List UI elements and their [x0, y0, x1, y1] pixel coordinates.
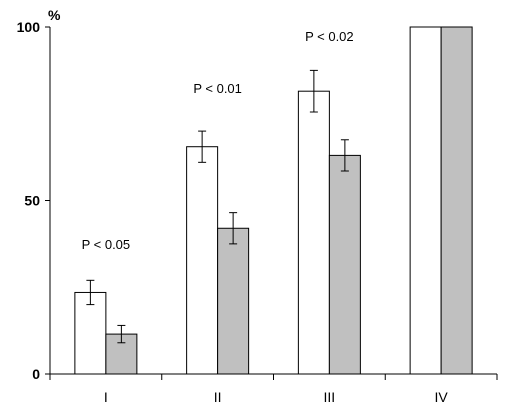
- x-tick-label: IV: [435, 389, 449, 405]
- p-value-annotation: P < 0.05: [82, 237, 131, 252]
- y-tick-label: 50: [24, 193, 40, 209]
- bar-series-2-I: [105, 333, 138, 375]
- y-tick-label: 100: [17, 19, 41, 35]
- p-value-annotation: P < 0.02: [305, 29, 354, 44]
- p-value-annotation: P < 0.01: [193, 81, 242, 96]
- bar-series-2-III: [328, 154, 361, 375]
- x-tick-label: II: [214, 389, 222, 405]
- bar-series-1-II: [186, 146, 219, 375]
- y-axis-unit-label: %: [48, 7, 61, 23]
- x-tick-label: I: [104, 389, 108, 405]
- bar-series-1-IV: [409, 26, 442, 375]
- bar-series-2-II: [217, 227, 250, 375]
- x-tick-label: III: [324, 389, 336, 405]
- y-tick-label: 0: [32, 366, 40, 382]
- bar-series-2-IV: [440, 26, 473, 375]
- bar-series-1-III: [297, 90, 330, 375]
